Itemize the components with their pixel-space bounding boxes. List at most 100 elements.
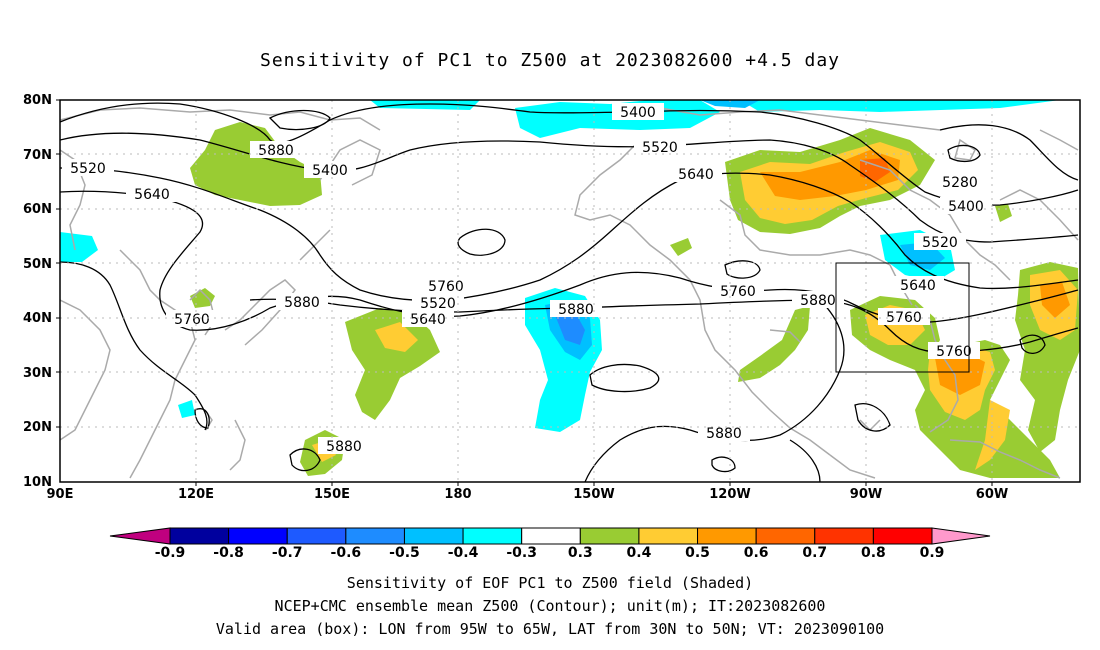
- colorbar-cell: [403, 527, 464, 545]
- contour-label: 5400: [948, 199, 984, 215]
- contour-label: 5760: [174, 312, 210, 328]
- colorbar-cell: [638, 527, 699, 545]
- contour-5880-west: [60, 261, 208, 431]
- contour-5880-small2: [194, 408, 210, 429]
- colorbar: -0.9 -0.8 -0.7 -0.6 -0.5 -0.4 -0.3 0.3 0.4 0.5 0.6…: [109, 527, 991, 561]
- colorbar-cell: [169, 527, 230, 545]
- contour-low-pacific: [457, 228, 506, 256]
- graticule: [60, 100, 1080, 482]
- lat-label: 80N: [23, 93, 52, 108]
- contour-5880-south: [789, 439, 821, 482]
- coastlines: [60, 107, 1079, 479]
- caption-line-1: Sensitivity of EOF PC1 to Z500 field (Sh…: [346, 574, 754, 592]
- lon-label: 150E: [314, 487, 350, 502]
- shade-positive-westpacific: [345, 308, 440, 420]
- shade-positive-rockies: [670, 238, 692, 256]
- shade-positive-siberia: [190, 122, 322, 206]
- contour-5640: [60, 167, 1079, 302]
- contour-label: 5760: [720, 284, 756, 300]
- colorbar-label: 0.8: [861, 545, 886, 561]
- contour-label: 5760: [428, 279, 464, 295]
- lon-label: 150W: [573, 487, 614, 502]
- contour-5400-north: [60, 102, 1079, 206]
- contour-label: 5880: [326, 439, 362, 455]
- colorbar-label: -0.7: [272, 545, 303, 561]
- contour-label: 5880: [558, 302, 594, 318]
- valid-area-box: [835, 262, 970, 373]
- contour-5880-atlantic: [1019, 334, 1046, 354]
- colorbar-cell: [521, 527, 581, 545]
- shade-negative-westcoast: [60, 232, 98, 262]
- contour-label: 5520: [70, 161, 106, 177]
- contour-label: 5640: [134, 187, 170, 203]
- contour-low-labrador: [947, 144, 981, 163]
- colorbar-label: -0.3: [506, 545, 537, 561]
- contour-labels: 5400 5520 5640 5760 5880 5400 5520 5640 …: [62, 103, 992, 455]
- lon-label: 60W: [976, 487, 1008, 502]
- shade-negative-arctic-east: [740, 100, 1060, 112]
- colorbar-low-end: [109, 527, 171, 545]
- colorbar-cell: [462, 527, 523, 545]
- colorbar-label: 0.9: [920, 545, 945, 561]
- contour-5880-pacific: [589, 363, 660, 393]
- contour-label: 5880: [284, 295, 320, 311]
- lat-label: 70N: [23, 148, 52, 163]
- colorbar-cell: [697, 527, 757, 545]
- lat-label: 50N: [23, 257, 52, 272]
- contour-label: 5880: [800, 293, 836, 309]
- colorbar-label: 0.4: [627, 545, 652, 561]
- colorbar-label: -0.8: [213, 545, 244, 561]
- colorbar-label: 0.6: [744, 545, 769, 561]
- lon-label: 120W: [709, 487, 750, 502]
- contour-high-canada: [724, 260, 761, 279]
- colorbar-label: -0.4: [448, 545, 479, 561]
- contour-5880-gulf: [854, 403, 891, 432]
- contour-label: 5400: [620, 105, 656, 121]
- contour-low-siberia: [268, 109, 331, 131]
- colorbar-cell: [228, 527, 288, 545]
- colorbar-label: -0.9: [155, 545, 186, 561]
- shade-positive-southeast: [738, 306, 810, 382]
- map-frame: [59, 99, 1081, 483]
- plot-title: Sensitivity of PC1 to Z500 at 2023082600…: [259, 50, 840, 71]
- shade-negative-small: [178, 400, 195, 418]
- contour-label: 5880: [258, 143, 294, 159]
- colorbar-label: 0.3: [568, 545, 593, 561]
- contour-label: 5760: [886, 310, 922, 326]
- lon-label: 90W: [850, 487, 882, 502]
- caption-line-3: Valid area (box): LON from 95W to 65W, L…: [215, 620, 885, 638]
- contour-5880-small: [711, 456, 736, 473]
- contour-label: 5280: [942, 175, 978, 191]
- lon-axis: 90E 120E 150E 180 150W 120W 90W 60W: [47, 482, 1008, 502]
- contour-label: 5640: [900, 278, 936, 294]
- colorbar-high-end: [931, 527, 991, 545]
- colorbar-cell: [286, 527, 347, 545]
- colorbar-cell: [814, 527, 874, 545]
- lat-label: 20N: [23, 420, 52, 435]
- colorbar-label: -0.5: [389, 545, 420, 561]
- contour-label: 5400: [312, 163, 348, 179]
- lon-label: 90E: [47, 487, 74, 502]
- lat-label: 10N: [23, 475, 52, 490]
- lon-label: 120E: [178, 487, 214, 502]
- contour-5880-subtropical: [289, 448, 321, 472]
- colorbar-cell: [579, 527, 640, 545]
- contour-label: 5640: [410, 312, 446, 328]
- shade-negative-arctic-west: [370, 100, 480, 110]
- lat-label: 30N: [23, 366, 52, 381]
- colorbar-label: 0.5: [685, 545, 710, 561]
- contour-label: 5520: [922, 235, 958, 251]
- contour-label: 5520: [420, 296, 456, 312]
- colorbar-label: 0.7: [802, 545, 827, 561]
- lon-label: 180: [444, 487, 471, 502]
- contour-label: 5520: [642, 140, 678, 156]
- contour-label: 5640: [678, 167, 714, 183]
- contour-label: 5760: [936, 344, 972, 360]
- lat-label: 40N: [23, 311, 52, 326]
- shade-positive-small-east: [995, 204, 1012, 222]
- colorbar-cell: [755, 527, 816, 545]
- colorbar-cell: [345, 527, 405, 545]
- contour-label: 5880: [706, 426, 742, 442]
- contour-5280: [939, 124, 1079, 181]
